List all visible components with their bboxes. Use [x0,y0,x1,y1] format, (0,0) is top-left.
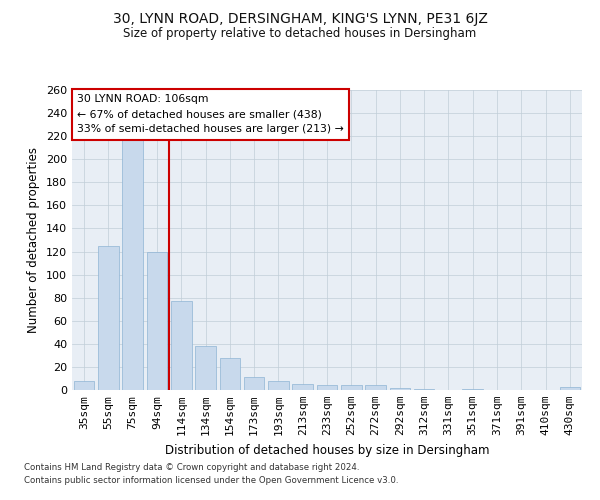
Text: Size of property relative to detached houses in Dersingham: Size of property relative to detached ho… [124,28,476,40]
Bar [98,246,119,390]
Bar [146,252,167,390]
Bar [389,388,410,390]
Y-axis label: Number of detached properties: Number of detached properties [28,147,40,333]
Bar [560,386,580,390]
Bar [317,386,337,390]
Bar [463,389,483,390]
Text: 30, LYNN ROAD, DERSINGHAM, KING'S LYNN, PE31 6JZ: 30, LYNN ROAD, DERSINGHAM, KING'S LYNN, … [113,12,487,26]
Bar [292,384,313,390]
Text: Contains HM Land Registry data © Crown copyright and database right 2024.: Contains HM Land Registry data © Crown c… [24,464,359,472]
Bar [341,386,362,390]
Bar [414,389,434,390]
Bar [220,358,240,390]
Bar [268,381,289,390]
Bar [74,381,94,390]
Bar [122,138,143,390]
Bar [244,378,265,390]
Bar [171,301,191,390]
Bar [365,386,386,390]
Bar [195,346,216,390]
X-axis label: Distribution of detached houses by size in Dersingham: Distribution of detached houses by size … [165,444,489,456]
Text: Contains public sector information licensed under the Open Government Licence v3: Contains public sector information licen… [24,476,398,485]
Text: 30 LYNN ROAD: 106sqm
← 67% of detached houses are smaller (438)
33% of semi-deta: 30 LYNN ROAD: 106sqm ← 67% of detached h… [77,94,344,134]
